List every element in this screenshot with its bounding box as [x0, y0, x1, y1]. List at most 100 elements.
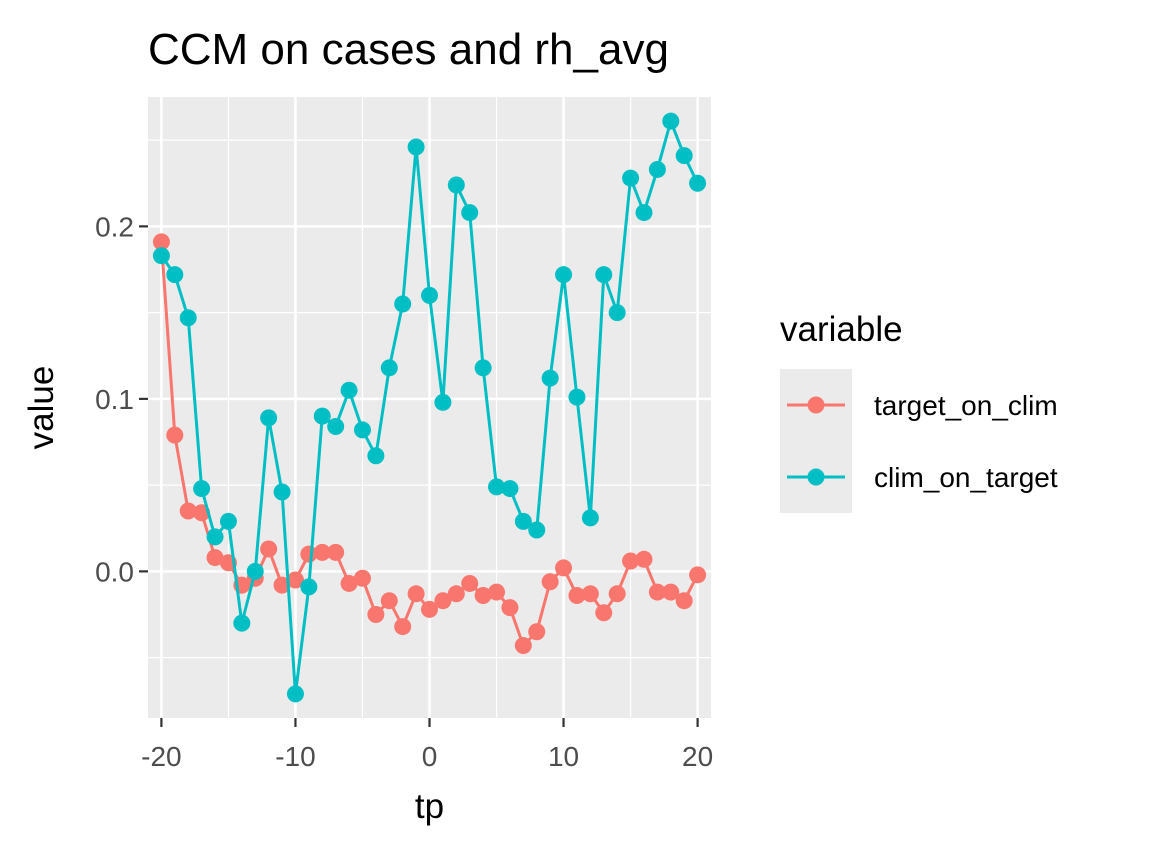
- data-point-clim-on-target: [488, 478, 506, 496]
- legend-label: target_on_clim: [874, 390, 1058, 421]
- series-layer: [152, 112, 707, 703]
- data-point-clim-on-target: [286, 685, 304, 703]
- data-point-target-on-clim: [380, 592, 398, 610]
- legend-item-clim-on-target: clim_on_target: [787, 462, 1058, 493]
- data-point-target-on-clim: [689, 566, 707, 584]
- data-point-clim-on-target: [662, 112, 680, 130]
- data-point-clim-on-target: [152, 247, 170, 265]
- data-point-target-on-clim: [166, 426, 184, 444]
- data-point-clim-on-target: [260, 409, 278, 427]
- data-point-target-on-clim: [662, 583, 680, 601]
- legend-key-point: [807, 468, 825, 486]
- data-point-target-on-clim: [152, 233, 170, 251]
- data-point-clim-on-target: [635, 204, 653, 222]
- data-point-target-on-clim: [541, 573, 559, 591]
- data-point-clim-on-target: [501, 480, 519, 498]
- y-axis: 0.0 0.1 0.2: [95, 211, 148, 587]
- data-point-target-on-clim: [407, 585, 425, 603]
- x-tick-label: 20: [682, 741, 713, 772]
- data-point-clim-on-target: [380, 359, 398, 377]
- data-point-clim-on-target: [581, 509, 599, 527]
- x-tick-label: -20: [141, 741, 181, 772]
- legend: variable target_on_clim clim_on_target: [780, 310, 1058, 513]
- data-point-target-on-clim: [622, 552, 640, 570]
- data-point-clim-on-target: [608, 304, 626, 322]
- data-point-target-on-clim: [501, 599, 519, 617]
- x-axis: -20 -10 0 10 20: [141, 718, 713, 772]
- data-point-clim-on-target: [394, 295, 412, 313]
- data-point-clim-on-target: [179, 309, 197, 327]
- data-point-clim-on-target: [166, 266, 184, 284]
- y-axis-title: value: [22, 366, 61, 450]
- data-point-clim-on-target: [353, 421, 371, 439]
- x-tick-label: 10: [548, 741, 579, 772]
- data-point-target-on-clim: [528, 623, 546, 641]
- data-point-clim-on-target: [528, 521, 546, 539]
- data-point-clim-on-target: [447, 176, 465, 194]
- data-point-clim-on-target: [219, 512, 237, 530]
- data-point-target-on-clim: [340, 574, 358, 592]
- series-target-on-clim: [152, 233, 707, 655]
- data-point-clim-on-target: [461, 204, 479, 222]
- data-point-clim-on-target: [193, 480, 211, 498]
- data-point-clim-on-target: [246, 562, 264, 580]
- data-point-clim-on-target: [675, 147, 693, 165]
- data-point-clim-on-target: [434, 393, 452, 411]
- y-tick-label: 0.1: [95, 384, 134, 415]
- data-point-target-on-clim: [273, 576, 291, 594]
- data-point-clim-on-target: [622, 169, 640, 187]
- data-point-target-on-clim: [461, 574, 479, 592]
- data-point-target-on-clim: [260, 540, 278, 558]
- data-point-clim-on-target: [555, 266, 573, 284]
- data-point-target-on-clim: [608, 585, 626, 603]
- y-tick-label: 0.2: [95, 211, 134, 242]
- data-point-target-on-clim: [648, 583, 666, 601]
- data-point-clim-on-target: [340, 381, 358, 399]
- data-point-target-on-clim: [488, 583, 506, 601]
- data-point-target-on-clim: [514, 637, 532, 655]
- x-tick-label: 0: [422, 741, 438, 772]
- data-point-clim-on-target: [474, 359, 492, 377]
- data-point-clim-on-target: [568, 388, 586, 406]
- x-tick-label: -10: [275, 741, 315, 772]
- data-point-target-on-clim: [421, 600, 438, 618]
- data-point-target-on-clim: [367, 606, 385, 623]
- data-point-clim-on-target: [206, 528, 224, 546]
- data-point-target-on-clim: [353, 569, 371, 587]
- data-point-clim-on-target: [689, 174, 707, 192]
- data-point-target-on-clim: [434, 592, 452, 610]
- data-point-target-on-clim: [595, 604, 613, 622]
- legend-item-target-on-clim: target_on_clim: [787, 390, 1058, 421]
- data-point-target-on-clim: [447, 585, 465, 603]
- legend-title: variable: [780, 310, 903, 349]
- data-point-clim-on-target: [313, 407, 331, 425]
- series-clim-on-target: [152, 112, 707, 703]
- data-point-target-on-clim: [474, 587, 492, 605]
- legend-key-point: [807, 396, 825, 414]
- data-point-target-on-clim: [675, 592, 693, 610]
- data-point-target-on-clim: [206, 549, 224, 567]
- data-point-target-on-clim: [635, 550, 653, 568]
- legend-key-bg: [780, 369, 852, 513]
- data-point-target-on-clim: [286, 571, 304, 589]
- data-point-target-on-clim: [327, 543, 345, 561]
- legend-label: clim_on_target: [874, 462, 1058, 493]
- data-point-clim-on-target: [367, 447, 385, 465]
- y-tick-label: 0.0: [95, 556, 134, 587]
- data-point-target-on-clim: [179, 502, 197, 520]
- data-point-clim-on-target: [327, 417, 345, 435]
- data-point-clim-on-target: [233, 614, 251, 632]
- data-point-target-on-clim: [313, 543, 331, 561]
- data-point-clim-on-target: [648, 160, 666, 178]
- data-point-clim-on-target: [300, 578, 318, 596]
- data-point-clim-on-target: [407, 138, 425, 156]
- data-point-clim-on-target: [514, 512, 532, 530]
- data-point-clim-on-target: [273, 483, 291, 501]
- data-point-clim-on-target: [595, 266, 613, 284]
- data-point-target-on-clim: [581, 585, 599, 603]
- data-point-target-on-clim: [555, 559, 573, 577]
- data-point-target-on-clim: [394, 618, 412, 636]
- x-axis-title: tp: [415, 787, 444, 826]
- data-point-clim-on-target: [541, 369, 559, 387]
